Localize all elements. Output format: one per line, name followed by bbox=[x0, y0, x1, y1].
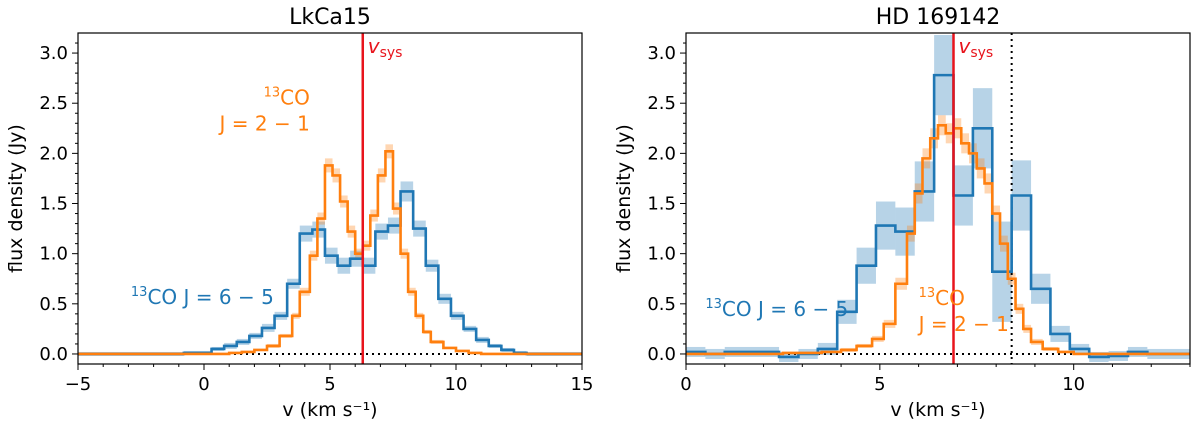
y-tick-label: 1.0 bbox=[39, 244, 68, 265]
panel-lkca15: vsys −5 0 5 10 15 0.0 0.5 1.0 1.5 2.0 2.5 3.0 LkCa15 v… bbox=[5, 5, 593, 421]
y-tick-label: 1.5 bbox=[39, 194, 68, 215]
x-tick-label: 5 bbox=[324, 374, 335, 395]
y-axis-label: flux density (Jy) bbox=[613, 124, 635, 273]
series-line-1 bbox=[78, 150, 582, 356]
series-line-0 bbox=[78, 190, 582, 356]
y-tick-label: 0.0 bbox=[39, 344, 68, 365]
axes-frame bbox=[77, 32, 583, 365]
x-tick-label: 0 bbox=[198, 374, 209, 395]
y-tick-label: 2.0 bbox=[647, 143, 676, 164]
axes-frame bbox=[685, 32, 1191, 365]
chart-title: LkCa15 bbox=[289, 5, 371, 30]
x-axis-label: v (km s⁻¹) bbox=[890, 399, 985, 421]
x-tick-label: −5 bbox=[65, 374, 92, 395]
annotation-0: 13CO J = 6 − 5 bbox=[705, 297, 848, 321]
y-tick-label: 0.5 bbox=[647, 294, 676, 315]
x-axis-label: v (km s⁻¹) bbox=[282, 399, 377, 421]
annotation-line2-1: J = 2 − 1 bbox=[917, 312, 1009, 336]
annotation-1: 13CO bbox=[919, 286, 965, 310]
annotation-line2-1: J = 2 − 1 bbox=[218, 111, 310, 135]
annotation-1: 13CO bbox=[264, 85, 310, 109]
plot-area bbox=[686, 33, 1190, 364]
vsys-label: vsys bbox=[959, 34, 994, 61]
y-tick-label: 3.0 bbox=[647, 43, 676, 64]
x-tick-label: 10 bbox=[1062, 374, 1085, 395]
y-tick-label: 2.5 bbox=[647, 93, 676, 114]
annotation-0: 13CO J = 6 − 5 bbox=[131, 285, 274, 309]
y-tick-label: 1.0 bbox=[647, 244, 676, 265]
y-tick-label: 3.0 bbox=[39, 43, 68, 64]
vsys-label: vsys bbox=[368, 34, 403, 61]
panel-hd169142: vsys 0 5 10 0.0 0.5 1.0 1.5 2.0 2.5 3.0 HD 169142 v … bbox=[613, 5, 1191, 421]
plot-area bbox=[78, 33, 582, 364]
y-tick-label: 1.5 bbox=[647, 194, 676, 215]
y-tick-label: 2.0 bbox=[39, 143, 68, 164]
x-tick-label: 10 bbox=[445, 374, 468, 395]
y-tick-label: 0.5 bbox=[39, 294, 68, 315]
x-tick-label: 0 bbox=[680, 374, 691, 395]
chart-title: HD 169142 bbox=[876, 5, 1000, 30]
x-tick-label: 15 bbox=[571, 374, 594, 395]
y-axis-label: flux density (Jy) bbox=[5, 124, 27, 273]
y-tick-label: 2.5 bbox=[39, 93, 68, 114]
y-tick-label: 0.0 bbox=[647, 344, 676, 365]
x-tick-label: 5 bbox=[874, 374, 885, 395]
